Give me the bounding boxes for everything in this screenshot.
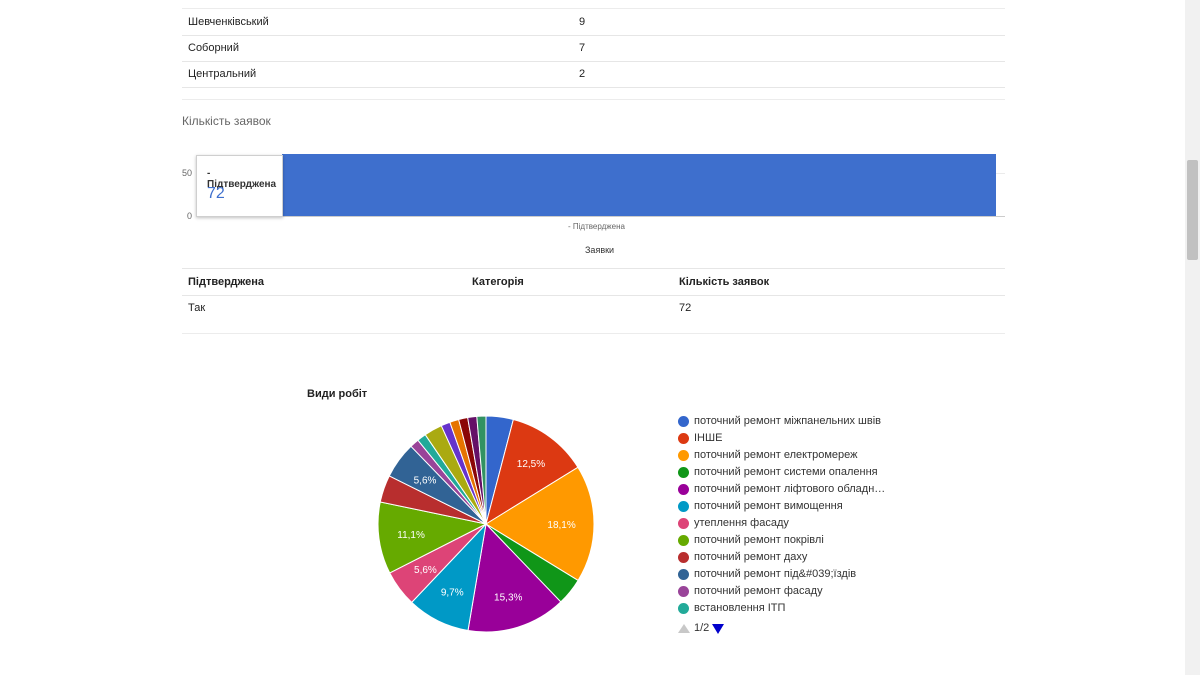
pie-slice[interactable]: [467, 522, 562, 633]
legend-dot-icon: [678, 416, 689, 427]
pie-chart: 12,5% 18,1% 15,3% 9,7% 5,6% 11,1% 5,6%: [377, 415, 595, 633]
district-count: 9: [579, 16, 586, 28]
scrollbar-thumb[interactable]: [1187, 160, 1198, 260]
legend-dot-icon: [678, 484, 689, 495]
legend-dot-icon: [678, 535, 689, 546]
district-name: Шевченківський: [188, 16, 269, 28]
y-tick-label: 50: [181, 168, 192, 178]
legend-dot-icon: [678, 586, 689, 597]
pie-slice-label: 15,3%: [494, 592, 522, 603]
table-row: Соборний 7: [182, 35, 1005, 62]
pie-chart-title: Види робіт: [307, 388, 368, 400]
pie-slice-label: 9,7%: [441, 588, 464, 599]
district-count: 2: [579, 68, 586, 80]
pager-page-number: 1/2: [694, 622, 710, 634]
pager-up-arrow-icon[interactable]: [678, 624, 690, 633]
legend-dot-icon: [678, 552, 689, 563]
bar-chart-title: Кількість заявок: [182, 114, 271, 128]
tooltip-value: 72: [207, 185, 225, 202]
legend-label: встановлення ІТП: [694, 602, 786, 614]
legend-label: утеплення фасаду: [694, 517, 789, 529]
pie-slice-label: 5,6%: [414, 475, 437, 486]
legend-label: поточний ремонт вимощення: [694, 500, 843, 512]
legend-label: поточний ремонт покрівлі: [694, 534, 824, 546]
district-name: Соборний: [188, 42, 239, 54]
pie-slice-label: 5,6%: [414, 565, 437, 576]
column-header[interactable]: Категорія: [472, 276, 524, 288]
legend-dot-icon: [678, 433, 689, 444]
table-row: Так 72: [182, 295, 1005, 321]
table-header: Підтверджена Категорія Кількість заявок: [182, 268, 1005, 296]
x-axis-line: [197, 216, 1005, 217]
chart-tooltip: - Підтверджена 72: [196, 155, 283, 217]
legend-label: поточний ремонт під&#039;їздів: [694, 568, 857, 580]
legend-label: поточний ремонт системи опалення: [694, 466, 878, 478]
pie-slice[interactable]: [476, 415, 487, 525]
pie-slice-label: 11,1%: [397, 530, 425, 541]
column-header[interactable]: Підтверджена: [188, 276, 265, 288]
legend-label: поточний ремонт фасаду: [694, 585, 823, 597]
legend-dot-icon: [678, 501, 689, 512]
district-count: 7: [579, 42, 586, 54]
vertical-scrollbar[interactable]: [1185, 0, 1200, 675]
pie-slice-label: 18,1%: [547, 520, 575, 531]
legend-label: поточний ремонт електромереж: [694, 449, 858, 461]
bar-confirmed[interactable]: [282, 154, 996, 216]
table-divider: [182, 8, 1005, 9]
legend-label: поточний ремонт даху: [694, 551, 808, 563]
pie-slice[interactable]: [485, 466, 595, 582]
district-name: Центральний: [188, 68, 257, 80]
y-tick-label: 0: [186, 211, 192, 221]
legend-dot-icon: [678, 569, 689, 580]
legend-label: поточний ремонт ліфтового обладн…: [694, 483, 886, 495]
section-divider: [182, 99, 1005, 100]
legend-label: ІНШЕ: [694, 432, 723, 444]
x-axis-title: Заявки: [585, 245, 615, 255]
pie-slice[interactable]: [377, 501, 488, 574]
legend-dot-icon: [678, 518, 689, 529]
pie-slice[interactable]: [485, 418, 579, 526]
table-row: Центральний 2: [182, 61, 1005, 88]
legend-label: поточний ремонт міжпанельних швів: [694, 415, 882, 427]
section-divider: [182, 333, 1005, 334]
table-cell: 72: [679, 302, 692, 314]
pager-down-arrow-icon[interactable]: [712, 624, 724, 634]
table-row: Шевченківський 9: [182, 9, 1005, 36]
pie-slice-label: 12,5%: [517, 459, 545, 470]
tooltip-label: - Підтверджена: [207, 168, 277, 190]
x-category-label: - Підтверджена: [568, 222, 625, 231]
legend-dot-icon: [678, 450, 689, 461]
table-cell: Так: [188, 302, 206, 314]
column-header[interactable]: Кількість заявок: [679, 276, 770, 288]
legend-dot-icon: [678, 467, 689, 478]
legend-dot-icon: [678, 603, 689, 614]
